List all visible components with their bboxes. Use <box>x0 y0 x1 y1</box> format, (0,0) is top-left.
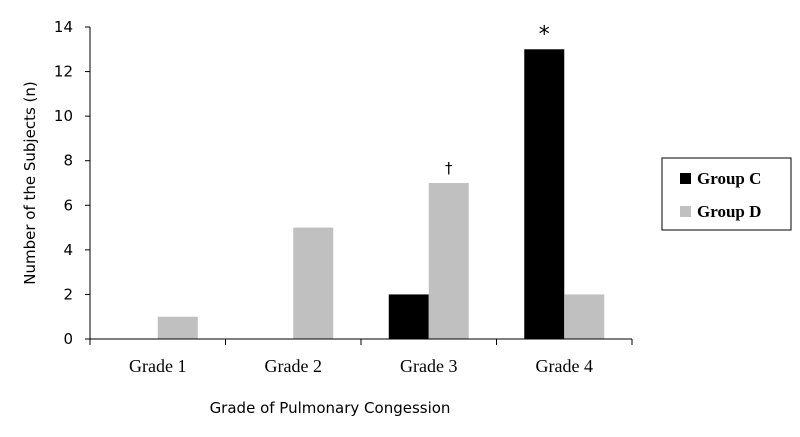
legend-swatch-group-d <box>680 206 691 217</box>
bar-group-d <box>428 183 469 339</box>
y-axis-ticks: 0 2 4 6 8 10 12 14 <box>54 18 90 348</box>
y-axis-title: Number of the Subjects (n) <box>21 81 39 285</box>
x-tick-label: Grade 2 <box>265 356 322 376</box>
bar-group-c <box>388 294 429 339</box>
y-tick-label: 6 <box>63 196 73 214</box>
legend: Group C Group D <box>661 157 792 231</box>
x-tick-label: Grade 1 <box>129 356 186 376</box>
significance-dagger: † <box>445 159 453 177</box>
legend-box <box>661 157 792 231</box>
annotations: †* <box>445 22 550 177</box>
x-axis-ticks: Grade 1 Grade 2 Grade 3 Grade 4 <box>89 339 633 376</box>
y-tick-label: 12 <box>54 63 73 81</box>
legend-swatch-group-c <box>680 173 691 184</box>
bar-group-d <box>293 227 334 339</box>
legend-label-group-d: Group D <box>697 202 761 221</box>
x-axis-title: Grade of Pulmonary Congession <box>210 399 451 417</box>
y-tick-label: 8 <box>63 152 73 170</box>
y-tick-label: 14 <box>54 18 73 36</box>
y-tick-label: 10 <box>54 107 73 125</box>
bar-group-d <box>157 316 198 339</box>
y-tick-label: 2 <box>63 285 73 303</box>
bar-group-c <box>524 49 565 340</box>
significance-asterisk: * <box>539 22 550 47</box>
legend-label-group-c: Group C <box>697 169 761 188</box>
x-tick-label: Grade 3 <box>400 356 457 376</box>
x-tick-label: Grade 4 <box>536 356 593 376</box>
y-tick-label: 0 <box>63 330 73 348</box>
y-tick-label: 4 <box>63 241 73 259</box>
bar-group-d <box>564 294 605 339</box>
bars <box>157 49 605 340</box>
